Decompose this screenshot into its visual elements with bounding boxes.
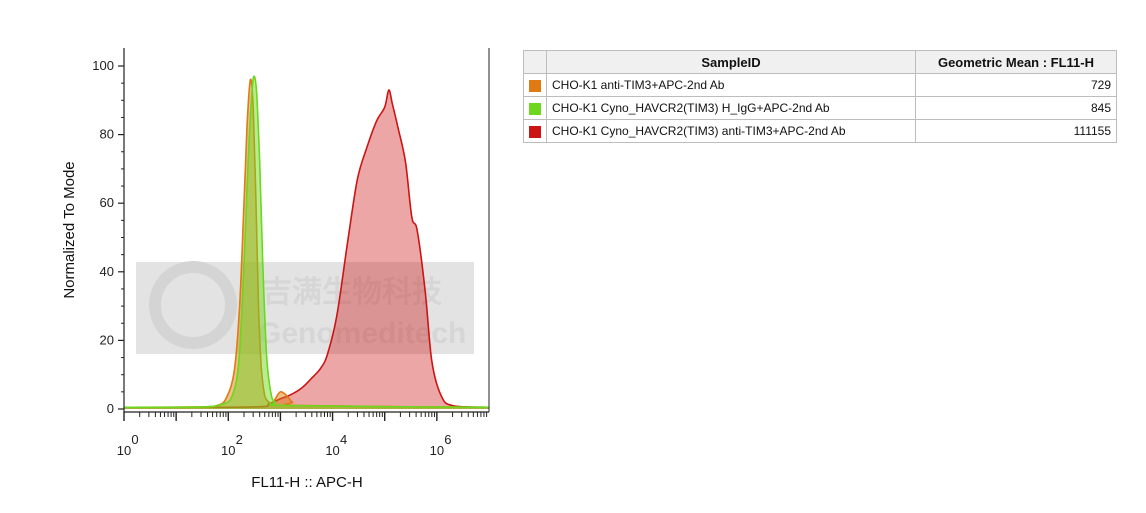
table-row: CHO-K1 Cyno_HAVCR2(TIM3) anti-TIM3+APC-2… [523, 119, 1117, 143]
swatch-cell [523, 119, 547, 143]
table-header-row: SampleID Geometric Mean : FL11-H [523, 50, 1117, 74]
geometric-mean-cell: 729 [915, 73, 1117, 97]
series-layer [123, 75, 490, 410]
series-red-cyno-anti-tim3-line [123, 89, 490, 409]
y-tick-label: 0 [107, 401, 114, 416]
x-tick-label-base: 10 [221, 443, 235, 458]
y-tick-label: 100 [92, 58, 114, 73]
series-orange-anti-tim3-fill [124, 79, 489, 409]
series-green-h-igg-fill [124, 76, 489, 409]
swatch-cell [523, 73, 547, 97]
statistics-table: SampleID Geometric Mean : FL11-H CHO-K1 … [523, 50, 1117, 143]
sample-id-cell: CHO-K1 anti-TIM3+APC-2nd Ab [546, 73, 916, 97]
y-tick-label: 80 [100, 127, 114, 142]
orange-swatch [529, 79, 541, 92]
y-tick-label: 20 [100, 332, 114, 347]
x-axis-title: FL11-H :: APC-H [251, 474, 362, 491]
geometric-mean-header: Geometric Mean : FL11-H [915, 50, 1117, 74]
x-tick-label-exponent: 6 [444, 432, 451, 447]
x-tick-label-exponent: 2 [236, 432, 243, 447]
watermark-cn-text: 吉满生物科技 [262, 276, 442, 309]
y-tick-label: 60 [100, 195, 114, 210]
geometric-mean-cell: 111155 [915, 119, 1117, 143]
watermark: 吉满生物科技 Genomeditech [136, 261, 474, 354]
sample-id-cell: CHO-K1 Cyno_HAVCR2(TIM3) anti-TIM3+APC-2… [546, 119, 916, 143]
watermark-logo [149, 261, 237, 349]
table-row: CHO-K1 Cyno_HAVCR2(TIM3) H_IgG+APC-2nd A… [523, 96, 1117, 120]
sample-id-header: SampleID [546, 50, 916, 74]
y-axis: 0 20 40 60 80 100 [92, 58, 124, 416]
series-red-cyno-anti-tim3-fill [124, 89, 489, 410]
table-row: CHO-K1 anti-TIM3+APC-2nd Ab 729 [523, 73, 1117, 97]
geometric-mean-cell: 845 [915, 96, 1117, 120]
series-green-h-igg-line [123, 75, 490, 409]
y-axis-title: Normalized To Mode [61, 161, 78, 298]
x-tick-label-exponent: 4 [340, 432, 347, 447]
watermark-en-text: Genomeditech [258, 317, 466, 350]
x-tick-label-base: 10 [430, 443, 444, 458]
x-tick-label-base: 10 [117, 443, 131, 458]
swatch-header [523, 50, 547, 74]
red-swatch [529, 125, 541, 138]
swatch-cell [523, 96, 547, 120]
y-tick-label: 40 [100, 264, 114, 279]
series-orange-anti-tim3-line [123, 78, 490, 409]
x-tick-label-base: 10 [325, 443, 339, 458]
green-swatch [529, 102, 541, 115]
sample-id-cell: CHO-K1 Cyno_HAVCR2(TIM3) H_IgG+APC-2nd A… [546, 96, 916, 120]
x-tick-label-exponent: 0 [131, 432, 138, 447]
